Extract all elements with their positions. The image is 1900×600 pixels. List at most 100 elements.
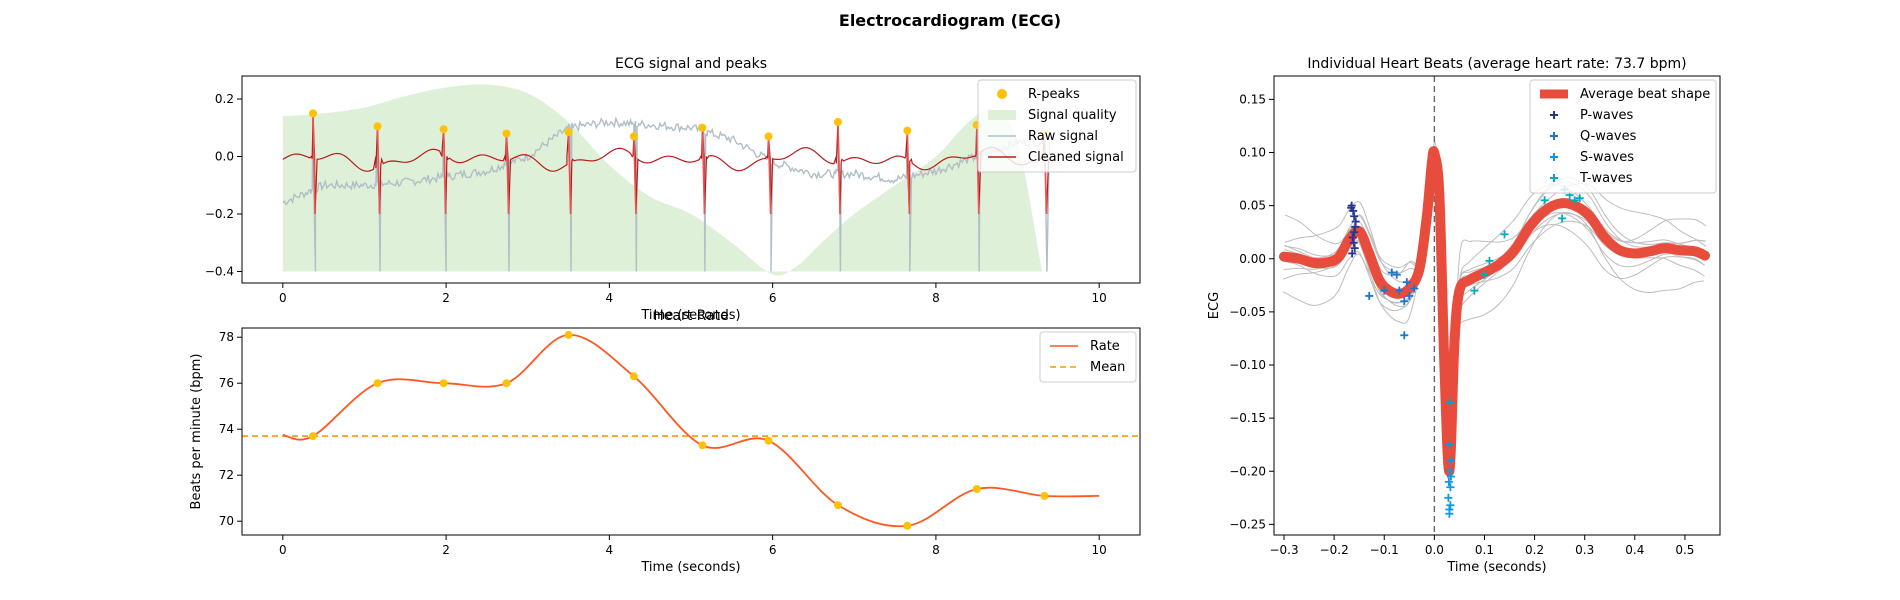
individual-beat-line [1283, 150, 1706, 472]
chart-title: Heart Rate [653, 308, 729, 324]
r-peak-point [903, 126, 912, 135]
y-tick-label: −0.2 [205, 207, 234, 221]
y-tick-label: 0.2 [215, 92, 234, 106]
x-tick-label: 0.0 [1425, 543, 1444, 557]
x-tick-label: 0.1 [1475, 543, 1494, 557]
rate-point [972, 485, 981, 493]
legend-label: R-peaks [1028, 87, 1080, 102]
legend-box [1039, 331, 1137, 383]
average-beat-line [1279, 146, 1710, 477]
y-tick-label: 0.05 [1239, 199, 1266, 213]
rate-point [764, 436, 773, 445]
x-tick-label: 0 [279, 543, 287, 557]
x-tick-label: 10 [1092, 291, 1107, 305]
rate-point [373, 379, 382, 388]
x-tick-label: 0.2 [1525, 543, 1544, 557]
x-tick-label: −0.1 [1370, 543, 1399, 557]
y-tick-label: 0.00 [1239, 252, 1266, 266]
legend-label: T-waves [1579, 171, 1633, 186]
rate-line [282, 333, 1100, 528]
r-peak-point [698, 123, 707, 132]
rate-point [698, 441, 707, 450]
x-tick-label: 10 [1092, 543, 1107, 557]
chart-title: ECG signal and peaks [615, 56, 767, 72]
x-tick-label: −0.2 [1320, 543, 1349, 557]
y-tick-label: 78 [219, 330, 234, 344]
y-tick-label: −0.05 [1229, 305, 1266, 319]
x-tick-label: 2 [442, 543, 450, 557]
y-tick-label: 70 [219, 514, 234, 528]
individual-beat-line [1283, 151, 1705, 473]
y-tick-label: −0.4 [205, 265, 234, 279]
y-tick-label: 0.0 [215, 150, 234, 164]
legend-label: P-waves [1580, 108, 1634, 123]
y-tick-label: 76 [219, 376, 234, 390]
x-tick-label: 8 [932, 291, 940, 305]
x-tick-label: 0.4 [1625, 543, 1644, 557]
y-tick-label: 0.15 [1239, 92, 1266, 106]
r-peak-point [833, 118, 842, 126]
legend-swatch [988, 110, 1016, 120]
r-peak-point [502, 129, 511, 138]
y-tick-label: −0.25 [1229, 517, 1266, 531]
cleaned-spike [767, 136, 772, 215]
y-tick-label: −0.20 [1229, 464, 1266, 478]
rate-point [629, 372, 638, 381]
x-axis-label: Time (seconds) [640, 560, 740, 575]
rate-point [564, 330, 573, 339]
y-axis-label: Beats per minute (bpm) [189, 354, 204, 510]
rate-point [1040, 491, 1049, 500]
x-tick-label: 4 [606, 543, 614, 557]
x-tick-label: 0.3 [1575, 543, 1594, 557]
x-axis-label: Time (seconds) [640, 308, 740, 323]
x-axis-label: Time (seconds) [1446, 560, 1546, 575]
y-tick-label: 0.10 [1239, 146, 1266, 160]
cleaned-spike [837, 121, 841, 215]
rate-point [903, 521, 912, 530]
cleaned-spike [312, 113, 316, 215]
r-peak-point [629, 132, 638, 141]
cleaned-spike [906, 130, 911, 215]
legend-label: S-waves [1580, 150, 1634, 165]
ecg-signal-chart: 0 2 4 6 8 10 −0.4 −0.2 0.0 0.2 ECG signal and peak… [205, 56, 1141, 323]
legend-swatch [997, 89, 1007, 99]
cleaned-spike [376, 126, 381, 215]
y-tick-label: −0.15 [1229, 411, 1266, 425]
signal-quality-area [282, 84, 1043, 276]
individual-beat-line [1282, 155, 1705, 480]
cleaned-spike [633, 136, 637, 215]
legend-label: Signal quality [1028, 108, 1117, 123]
x-tick-label: −0.3 [1269, 543, 1298, 557]
y-axis-label: ECG [1207, 292, 1222, 319]
legend-label: Raw signal [1028, 129, 1098, 144]
individual-beat-line [1284, 149, 1706, 470]
r-peak-point [564, 128, 573, 137]
y-tick-label: −0.10 [1229, 358, 1266, 372]
rate-point [309, 432, 318, 441]
plot-frame [241, 75, 1141, 284]
legend-label: Rate [1090, 339, 1120, 354]
cleaned-spike [701, 127, 706, 215]
legend-label: Average beat shape [1580, 87, 1710, 102]
legend-label: Cleaned signal [1028, 150, 1124, 165]
r-peak-point [373, 122, 382, 131]
plot-frame [241, 327, 1141, 536]
cleaned-spike [505, 133, 510, 215]
x-tick-label: 6 [769, 291, 777, 305]
x-tick-label: 6 [769, 543, 777, 557]
heart-beats-chart: −0.3 −0.2 −0.1 0.0 0.1 0.2 0.3 0.4 0.5 −0.25 −0.20… [1207, 56, 1721, 575]
plot-frame [1273, 75, 1721, 536]
x-tick-label: 0 [279, 291, 287, 305]
x-tick-label: 0.5 [1675, 543, 1694, 557]
individual-beat-line [1284, 148, 1706, 470]
legend-label: Mean [1090, 360, 1125, 375]
individual-beat-line [1283, 154, 1705, 476]
individual-beat-line [1284, 145, 1706, 469]
y-tick-label: 72 [219, 468, 234, 482]
rate-point [833, 501, 842, 510]
legend-box [977, 79, 1137, 173]
x-tick-label: 8 [932, 543, 940, 557]
individual-beat-line [1283, 158, 1705, 479]
